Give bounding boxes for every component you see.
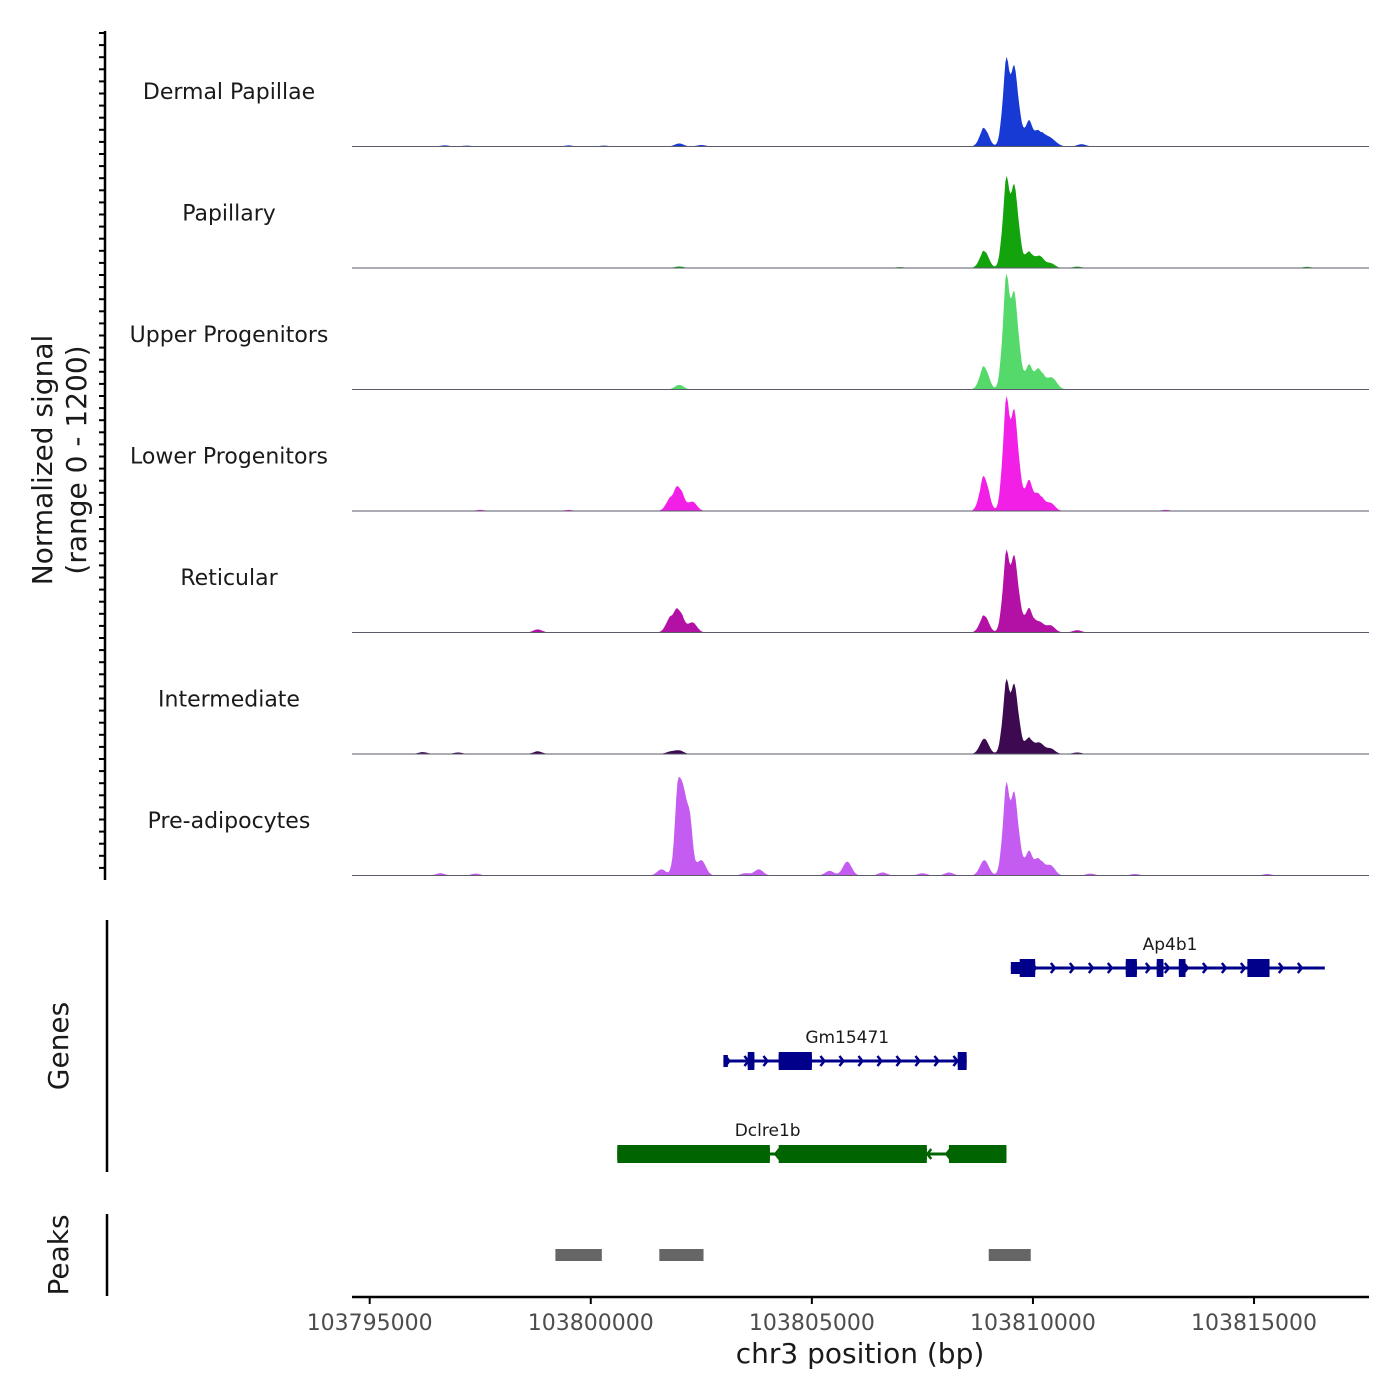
track-6: Intermediate bbox=[158, 678, 1369, 755]
gene-exon-cds bbox=[1125, 959, 1137, 977]
strand-arrow bbox=[1049, 962, 1057, 974]
gene-Dclre1b: Dclre1b bbox=[617, 1121, 1007, 1163]
x-axis-ticks: 103795000 103800000 103805000 103810000 1038… bbox=[307, 1297, 1317, 1336]
peak-regions bbox=[555, 1249, 1031, 1261]
gene-label: Ap4b1 bbox=[1143, 935, 1198, 955]
strand-arrow bbox=[762, 1055, 770, 1067]
track-2: Papillary bbox=[182, 175, 1369, 269]
coverage-area bbox=[352, 776, 1369, 876]
coverage-tracks: Dermal Papillae Papillary Upper Progenitor… bbox=[130, 56, 1369, 876]
coverage-area bbox=[352, 175, 1369, 268]
strand-arrow bbox=[952, 1055, 960, 1067]
strand-arrow bbox=[1220, 962, 1228, 974]
track-1: Dermal Papillae bbox=[143, 56, 1369, 147]
track-label: Papillary bbox=[182, 202, 276, 227]
gene-exon-cds bbox=[1019, 959, 1036, 977]
strand-arrow bbox=[1068, 962, 1076, 974]
strand-arrow bbox=[933, 1055, 941, 1067]
strand-arrow bbox=[876, 1055, 884, 1067]
gene-exon-cds bbox=[957, 1052, 967, 1070]
strand-arrow bbox=[1296, 962, 1304, 974]
coverage-area bbox=[352, 273, 1369, 390]
strand-arrow bbox=[1144, 962, 1152, 974]
gene-exon-cds bbox=[948, 1145, 1007, 1163]
track-4: Lower Progenitors bbox=[130, 395, 1369, 512]
track-label: Intermediate bbox=[158, 688, 300, 713]
x-axis-title: chr3 position (bp) bbox=[736, 1337, 985, 1370]
gene-exon-cds bbox=[1247, 959, 1270, 977]
coverage-area bbox=[352, 395, 1369, 511]
track-label: Lower Progenitors bbox=[130, 445, 328, 470]
strand-arrow bbox=[1106, 962, 1114, 974]
gene-exon-utr bbox=[723, 1055, 728, 1067]
strand-arrow bbox=[925, 1148, 933, 1160]
gene-exon-cds bbox=[1156, 959, 1164, 977]
peaks-axis-title: Peaks bbox=[42, 1214, 75, 1295]
peak-region bbox=[555, 1249, 602, 1261]
peak-region bbox=[659, 1249, 704, 1261]
peak-region bbox=[988, 1249, 1031, 1261]
gene-Gm15471: Gm15471 bbox=[723, 1028, 967, 1070]
gene-exon-cds bbox=[1178, 959, 1186, 977]
track-label: Pre-adipocytes bbox=[148, 809, 311, 834]
strand-arrow bbox=[819, 1055, 827, 1067]
gene-models: Ap4b1 Gm15471 Dclre1b bbox=[617, 935, 1325, 1163]
gene-label: Gm15471 bbox=[805, 1028, 889, 1048]
coverage-axis-title-line1: Normalized signal bbox=[26, 335, 59, 586]
track-label: Reticular bbox=[180, 566, 278, 591]
strand-arrow bbox=[1239, 962, 1247, 974]
gene-exon-cds bbox=[617, 1145, 770, 1163]
genes-axis-title: Genes bbox=[42, 1002, 75, 1090]
track-label: Upper Progenitors bbox=[130, 323, 329, 348]
x-tick-label: 103815000 bbox=[1191, 1311, 1317, 1336]
gene-exon-cds bbox=[778, 1145, 927, 1163]
strand-arrow bbox=[895, 1055, 903, 1067]
x-tick-label: 103810000 bbox=[970, 1311, 1096, 1336]
coverage-axis-title-line2: (range 0 - 1200) bbox=[60, 345, 93, 574]
strand-arrow bbox=[857, 1055, 865, 1067]
strand-arrow bbox=[773, 1148, 781, 1160]
x-tick-label: 103805000 bbox=[749, 1311, 875, 1336]
track-3: Upper Progenitors bbox=[130, 273, 1369, 390]
track-7: Pre-adipocytes bbox=[148, 776, 1369, 876]
track-5: Reticular bbox=[180, 549, 1369, 633]
track-label: Dermal Papillae bbox=[143, 80, 315, 105]
coverage-area bbox=[352, 549, 1369, 633]
coverage-y-ticks bbox=[99, 32, 105, 869]
coverage-axis-title: Normalized signal (range 0 - 1200) bbox=[26, 335, 93, 586]
gene-label: Dclre1b bbox=[735, 1121, 801, 1141]
x-tick-label: 103795000 bbox=[307, 1311, 433, 1336]
strand-arrow bbox=[838, 1055, 846, 1067]
strand-arrow bbox=[1087, 962, 1095, 974]
x-tick-label: 103800000 bbox=[528, 1311, 654, 1336]
gene-exon-cds bbox=[778, 1052, 812, 1070]
gene-exon-cds bbox=[747, 1052, 755, 1070]
coverage-area bbox=[352, 678, 1369, 754]
strand-arrow bbox=[1163, 962, 1171, 974]
strand-arrow bbox=[1277, 962, 1285, 974]
gene-Ap4b1: Ap4b1 bbox=[1010, 935, 1325, 977]
coverage-area bbox=[352, 56, 1369, 147]
strand-arrow bbox=[914, 1055, 922, 1067]
strand-arrow bbox=[1201, 962, 1209, 974]
